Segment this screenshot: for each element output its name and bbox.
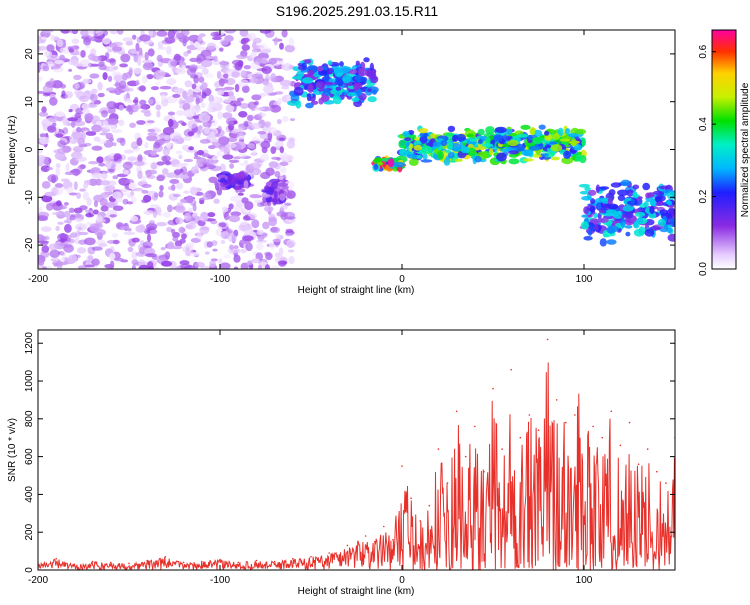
x-tick-label: -100 [210, 575, 230, 586]
snr-point [219, 558, 221, 561]
snr-point [410, 497, 412, 500]
snr-point [565, 421, 567, 424]
colorbar-tick-label: 0.2 [698, 189, 709, 203]
x-tick-label: -200 [28, 274, 48, 285]
y-tick-label: 400 [24, 486, 35, 503]
snr-point [383, 525, 385, 528]
snr-point [273, 560, 276, 563]
heatmap-feature-1 [216, 171, 252, 193]
x-tick-label: 0 [399, 274, 405, 285]
y-tick-label: 20 [24, 48, 35, 60]
snr-point [574, 414, 576, 416]
snr-point [419, 520, 422, 522]
snr-point [464, 455, 467, 458]
y-tick-label: 1200 [24, 332, 35, 355]
colorbar [711, 29, 737, 270]
snr-point [255, 559, 258, 562]
heatmap-feature-3 [287, 57, 379, 109]
x-tick-label: -100 [210, 274, 230, 285]
y-tick-label: -20 [24, 237, 35, 252]
y-tick-label: 200 [24, 523, 35, 540]
snr-point [182, 561, 185, 564]
spectrogram-ylabel: Frequency (Hz) [7, 116, 18, 185]
snr-point [492, 387, 494, 390]
snr-point [546, 338, 549, 341]
snr-point [292, 557, 294, 560]
colorbar-tick-label: 0.4 [698, 117, 709, 131]
snr-point [519, 436, 522, 439]
x-tick-label: 100 [576, 575, 593, 586]
heatmap-feature-2 [260, 178, 289, 206]
snr-point [537, 429, 540, 432]
snr-point [628, 421, 631, 424]
snr-line-plot [38, 330, 675, 570]
snr-point [201, 560, 203, 563]
snr-point [110, 561, 112, 564]
colorbar-label: Normalized spectral amplitude [740, 82, 750, 217]
snr-point [665, 482, 667, 484]
y-tick-label: 0 [24, 567, 35, 573]
snr-point [73, 563, 76, 566]
snr-xlabel: Height of straight line (km) [298, 586, 415, 597]
heatmap-feature-6 [578, 179, 675, 247]
snr-point [428, 504, 431, 507]
snr-point [237, 561, 239, 564]
snr-point [601, 436, 603, 439]
snr-point [656, 470, 658, 473]
snr-point [446, 482, 449, 484]
colorbar-tick-label: 0.0 [698, 262, 709, 276]
snr-point [146, 559, 148, 562]
snr-ylabel: SNR (10 * v/v) [7, 418, 18, 482]
y-tick-label: -10 [24, 190, 35, 205]
snr-series-line [38, 362, 675, 570]
snr-point [555, 399, 558, 401]
y-tick-label: 10 [24, 96, 35, 108]
snr-point [364, 535, 367, 537]
page-title: S196.2025.291.03.15.R11 [276, 3, 439, 19]
y-tick-label: 600 [24, 448, 35, 465]
snr-point [483, 470, 485, 473]
heatmap-feature-5 [396, 124, 587, 166]
snr-point [164, 556, 167, 558]
x-tick-label: 0 [399, 575, 405, 586]
snr-point [592, 425, 594, 428]
snr-point [501, 448, 503, 450]
x-tick-label: -200 [28, 575, 48, 586]
snr-point [328, 552, 331, 554]
y-tick-label: 0 [24, 146, 35, 152]
snr-point [346, 544, 349, 547]
snr-point [510, 368, 512, 371]
y-tick-label: 1000 [24, 369, 35, 392]
colorbar-ticks: 0.0 0.2 0.4 0.6 [698, 44, 716, 276]
snr-point [91, 560, 94, 563]
snr-point [437, 448, 440, 450]
snr-point [401, 465, 403, 467]
snr-frame [37, 329, 676, 571]
spectrogram-xlabel: Height of straight line (km) [298, 285, 415, 296]
snr-point [610, 410, 613, 413]
heatmap-feature-0 [38, 30, 297, 269]
snr-point [474, 425, 476, 428]
snr-point [373, 540, 376, 543]
y-tick-label: 800 [24, 410, 35, 427]
snr-point [310, 556, 312, 558]
x-tick-label: 100 [576, 274, 593, 285]
snr-point [128, 562, 130, 565]
snr-point [646, 448, 649, 450]
snr-point [55, 557, 57, 560]
snr-point [392, 539, 394, 541]
spectrogram-heatmap [38, 30, 675, 269]
heatmap-feature-4 [371, 155, 408, 173]
snr-point [619, 444, 622, 447]
snr-point [528, 414, 531, 416]
snr-point [455, 410, 458, 413]
snr-point [637, 463, 640, 466]
colorbar-tick-label: 0.6 [698, 44, 709, 58]
